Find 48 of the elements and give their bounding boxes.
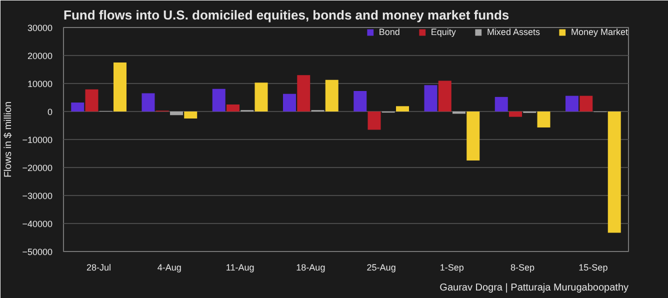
bar: [566, 96, 578, 112]
bar: [297, 75, 310, 112]
x-tick-label: 25-Aug: [366, 262, 396, 272]
y-tick-label: −40000: [22, 219, 53, 229]
bar: [580, 96, 593, 112]
bar: [325, 80, 338, 112]
bar: [142, 93, 155, 112]
bar: [537, 112, 550, 128]
legend-label: Mixed Assets: [486, 27, 540, 37]
y-tick-label: −10000: [22, 135, 53, 145]
x-tick-label: 15-Sep: [578, 262, 608, 272]
bar: [254, 82, 268, 112]
bar: [184, 112, 198, 118]
y-tick-label: 30000: [27, 23, 53, 33]
bar: [438, 80, 452, 112]
legend-label: Equity: [430, 27, 456, 37]
x-tick-label: 28-Jul: [86, 262, 112, 272]
y-tick-label: −30000: [22, 191, 53, 201]
x-tick-label: 1-Sep: [440, 262, 464, 272]
x-tick-label: 4-Aug: [157, 262, 182, 272]
legend-label: Money Market: [570, 27, 628, 37]
bar: [170, 112, 183, 116]
bar: [71, 102, 84, 112]
bar: [424, 85, 438, 112]
bar: [466, 112, 480, 160]
bar: [608, 112, 621, 233]
bar: [283, 94, 296, 112]
y-tick-label: 10000: [27, 79, 53, 89]
y-tick-label: −20000: [22, 163, 53, 173]
bar: [114, 62, 126, 112]
bar: [368, 112, 381, 130]
y-tick-label: 0: [47, 107, 53, 117]
text: Gaurav Dogra | Patturaja Murugaboopathy: [440, 282, 629, 294]
chart-title: Fund flows into U.S. domiciled equities, bonds and money market funds: [64, 8, 510, 22]
legend-label: Bond: [378, 27, 400, 37]
x-tick-label: 18-Aug: [296, 262, 326, 272]
y-axis-title: Flows in $ million: [3, 101, 14, 178]
bar: [509, 112, 522, 117]
bar: [85, 89, 98, 112]
bar: [354, 91, 367, 112]
bar: [494, 96, 508, 112]
bar: [226, 104, 240, 112]
y-tick-label: −50000: [22, 247, 53, 257]
bar: [396, 106, 409, 112]
x-tick-label: 11-Aug: [226, 262, 254, 272]
x-tick-label: 8-Sep: [510, 262, 535, 272]
y-tick-label: 20000: [27, 51, 53, 61]
bar: [212, 88, 226, 112]
